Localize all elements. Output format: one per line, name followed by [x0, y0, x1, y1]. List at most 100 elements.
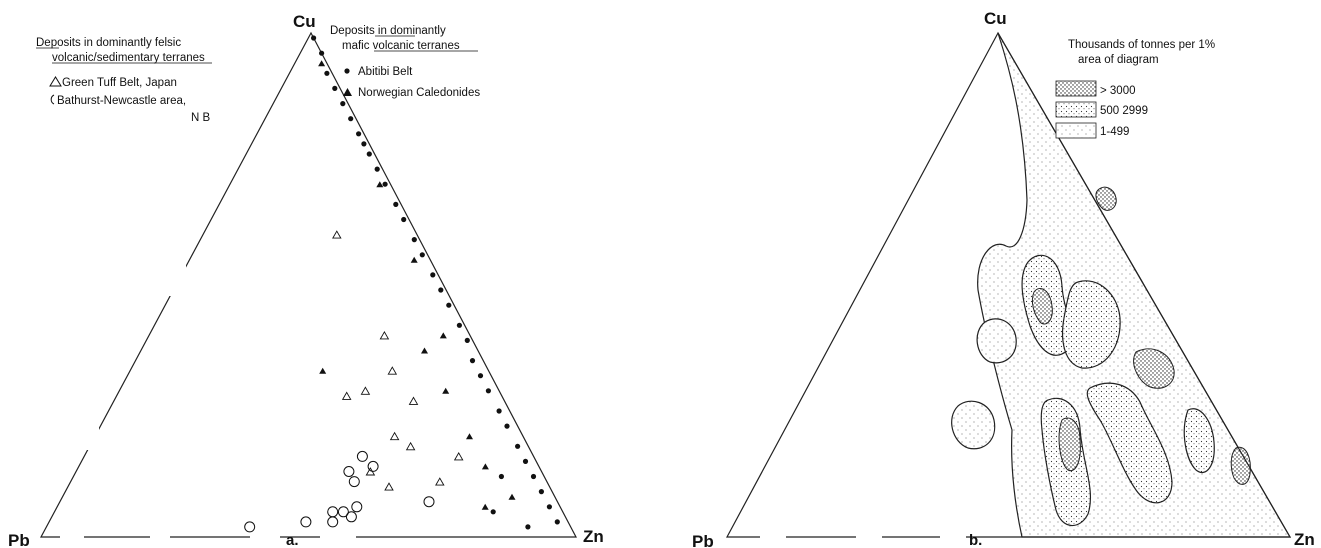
- point-open-triangle-2-0: [332, 230, 342, 239]
- point-open-circle-3-1: [367, 460, 379, 472]
- vertex-pb-label-a: Pb: [8, 531, 30, 548]
- panel-label-a: a.: [286, 532, 299, 548]
- legend-swatch-dense: [1055, 80, 1097, 97]
- panel-label-b: b.: [969, 532, 982, 548]
- point-filled-circle-0-30: [554, 519, 560, 525]
- point-open-circle-3-0: [356, 450, 368, 462]
- density-region-isolated-2: [951, 400, 996, 450]
- legend-felsic-heading-1: Deposits in dominantly felsic: [36, 37, 181, 49]
- point-filled-triangle-1-0: [318, 60, 326, 67]
- point-filled-circle-0-3: [332, 85, 338, 91]
- point-filled-triangle-1-1: [376, 181, 384, 188]
- point-filled-circle-0-5: [348, 116, 354, 122]
- density-region-mid-2: [1061, 280, 1121, 369]
- point-open-triangle-2-10: [435, 477, 445, 486]
- legend-class-2: 500 2999: [1100, 105, 1148, 117]
- point-open-triangle-2-11: [405, 441, 416, 451]
- point-filled-circle-0-0: [311, 35, 317, 41]
- open-circle-fragment-icon: [50, 94, 55, 105]
- bottom-edge-gaps-b: [760, 534, 966, 540]
- point-filled-circle-0-2: [324, 70, 330, 76]
- point-filled-circle-0-16: [438, 287, 444, 293]
- point-filled-triangle-1-5: [442, 387, 450, 394]
- legend-felsic-entry-1: Green Tuff Belt, Japan: [62, 77, 177, 89]
- point-filled-triangle-1-4: [421, 347, 428, 354]
- legend-swatch-mid: [1055, 101, 1097, 118]
- left-edge-gap-a: [85, 256, 186, 450]
- vertex-pb-label-b: Pb: [692, 532, 714, 548]
- legend-felsic-heading-2: volcanic/sedimentary terranes: [52, 52, 205, 64]
- point-filled-circle-0-18: [456, 322, 462, 328]
- legend-density-title-2: area of diagram: [1078, 54, 1159, 66]
- point-filled-circle-0-22: [485, 388, 491, 394]
- point-filled-circle-0-20: [469, 358, 476, 364]
- legend-mafic-heading-1: Deposits in dominantly: [330, 25, 446, 37]
- density-region-dense-5: [1095, 186, 1117, 211]
- vertex-zn-label-a: Zn: [583, 527, 604, 546]
- legend-class-1: > 3000: [1100, 85, 1136, 97]
- point-filled-circle-0-13: [411, 237, 417, 243]
- point-filled-triangle-1-3: [439, 332, 447, 339]
- point-open-circle-3-9: [300, 516, 312, 528]
- point-filled-circle-0-32: [490, 509, 496, 515]
- point-open-circle-3-6: [345, 511, 357, 523]
- ternary-frame-b: [725, 31, 1292, 538]
- point-open-triangle-2-9: [453, 451, 464, 461]
- point-open-circle-3-5: [337, 506, 349, 518]
- density-region-dense-2: [1133, 348, 1175, 389]
- point-open-circle-3-3: [348, 476, 360, 488]
- point-filled-circle-0-1: [319, 50, 325, 56]
- point-filled-circle-0-14: [419, 252, 425, 258]
- point-filled-triangle-1-2: [410, 256, 418, 263]
- point-filled-circle-0-28: [538, 489, 545, 495]
- legend-felsic: Deposits in dominantly felsic volcanic/s…: [36, 37, 212, 124]
- point-open-circle-3-2: [343, 466, 355, 477]
- legend-mafic-heading-2: mafic volcanic terranes: [342, 40, 460, 52]
- point-filled-circle-0-23: [496, 408, 502, 414]
- point-open-circle-3-8: [244, 521, 256, 533]
- legend-mafic: Deposits in dominantly mafic volcanic te…: [330, 25, 480, 99]
- point-filled-circle-0-7: [361, 141, 367, 147]
- legend-mafic-entry-1: Abitibi Belt: [358, 66, 413, 78]
- point-filled-circle-0-21: [477, 373, 484, 379]
- vertex-cu-label-a: Cu: [293, 12, 316, 31]
- point-filled-circle-0-4: [340, 101, 346, 107]
- point-filled-triangle-1-10: [481, 503, 489, 510]
- point-filled-triangle-1-7: [466, 433, 473, 440]
- legend-mafic-entry-2: Norwegian Caledonides: [358, 87, 480, 99]
- point-filled-circle-0-17: [446, 302, 452, 308]
- density-region-mid-5: [1183, 408, 1215, 473]
- density-region-dense-1: [1031, 288, 1053, 325]
- point-filled-circle-0-27: [530, 473, 537, 480]
- density-region-dense-3: [1058, 417, 1081, 472]
- point-filled-triangle-1-8: [481, 463, 489, 470]
- density-region-isolated-1: [976, 318, 1017, 364]
- point-open-triangle-2-3: [360, 386, 371, 395]
- point-open-triangle-2-2: [387, 366, 398, 375]
- filled-circle-icon: [344, 68, 350, 74]
- point-filled-circle-0-6: [356, 131, 362, 137]
- point-filled-circle-0-19: [464, 337, 470, 343]
- data-points-a: [244, 35, 560, 533]
- point-filled-circle-0-33: [525, 524, 531, 530]
- vertex-zn-label-b: Zn: [1294, 530, 1315, 548]
- point-filled-circle-0-25: [515, 443, 521, 449]
- density-region-mid-3: [1086, 382, 1173, 504]
- filled-triangle-icon: [343, 88, 352, 96]
- bottom-edge-gaps-a: [60, 534, 356, 540]
- ternary-frame-a: [39, 31, 577, 538]
- panel-b: Cu Pb Zn b. Thousands of tonnes per 1% a…: [692, 9, 1315, 548]
- point-filled-circle-0-10: [382, 181, 388, 187]
- point-open-circle-3-7: [327, 516, 339, 528]
- vertex-cu-label-b: Cu: [984, 9, 1007, 28]
- point-filled-circle-0-12: [401, 216, 407, 223]
- legend-swatch-light: [1055, 122, 1097, 139]
- legend-density: Thousands of tonnes per 1% area of diagr…: [1055, 39, 1215, 139]
- legend-class-3: 1-499: [1100, 126, 1129, 138]
- point-open-triangle-2-8: [384, 482, 394, 491]
- legend-density-title-1: Thousands of tonnes per 1%: [1068, 39, 1215, 51]
- point-filled-circle-0-8: [366, 151, 372, 157]
- point-filled-triangle-1-9: [508, 493, 516, 500]
- point-open-triangle-2-1: [379, 330, 390, 340]
